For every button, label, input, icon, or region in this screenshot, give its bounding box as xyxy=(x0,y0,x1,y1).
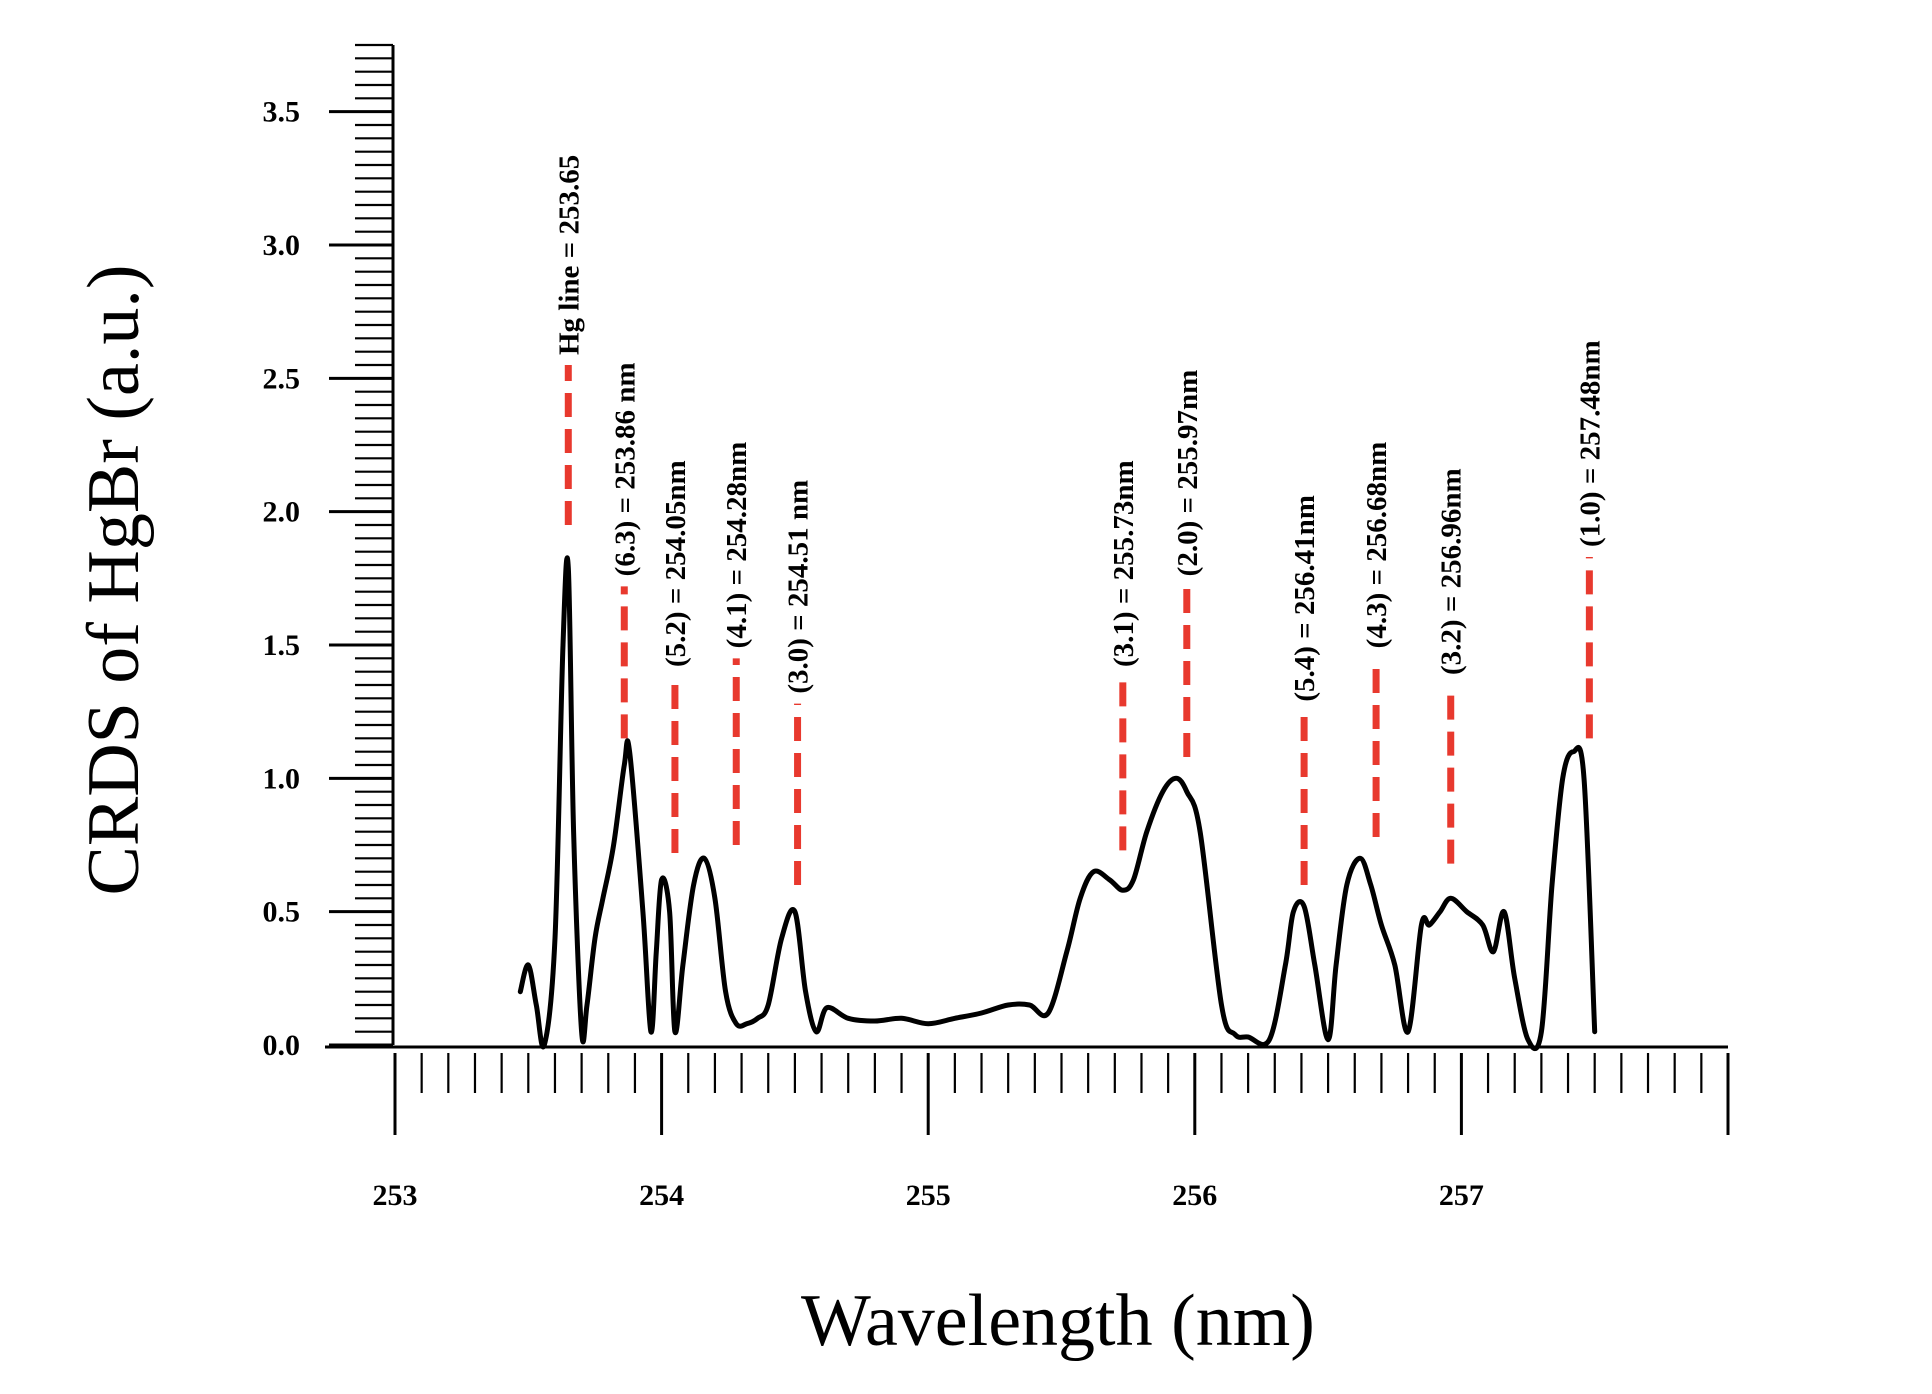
peak-label: (4.1) = 254.28nm xyxy=(721,442,753,649)
peak-label: (5.4) = 256.41nm xyxy=(1289,495,1321,702)
peak-label: (3.1) = 255.73nm xyxy=(1108,460,1140,667)
peak-markers xyxy=(564,365,1593,885)
y-tick-label: 3.5 xyxy=(263,96,301,129)
peak-label: (2.0) = 255.97nm xyxy=(1172,370,1204,577)
series-line xyxy=(517,555,1598,1052)
peak-label: (5.2) = 254.05nm xyxy=(660,460,692,667)
y-tick-label: 2.0 xyxy=(263,496,301,529)
peak-label: (3.0) = 254.51 nm xyxy=(783,480,815,694)
y-tick-label: 1.0 xyxy=(263,762,301,795)
peak-label: (4.3) = 256.68nm xyxy=(1361,442,1393,649)
series-group xyxy=(517,555,1598,1052)
y-tick-label: 3.0 xyxy=(263,229,301,262)
x-tick-label: 257 xyxy=(1439,1179,1484,1212)
y-axis-title: CRDS of HgBr (a.u.) xyxy=(73,264,155,895)
y-axis: 0.0 0.5 1.0 1.5 2.0 2.5 3.0 3.5 xyxy=(263,43,395,1062)
x-axis: 253 254 255 256 257 xyxy=(325,1045,1730,1212)
peak-label: Hg line = 253.65 xyxy=(553,155,585,355)
peak-label: (1.0) = 257.48nm xyxy=(1574,340,1606,547)
y-tick-label: 0.5 xyxy=(263,896,301,929)
peak-label: (3.2) = 256.96nm xyxy=(1436,468,1468,675)
x-tick-label: 255 xyxy=(906,1179,951,1212)
y-tick-label: 0.0 xyxy=(263,1029,301,1062)
x-tick-label: 254 xyxy=(639,1179,684,1212)
y-tick-label: 1.5 xyxy=(263,629,301,662)
peak-label: (6.3) = 253.86 nm xyxy=(609,362,641,576)
x-axis-title: Wavelength (nm) xyxy=(801,1280,1315,1362)
x-tick-label: 256 xyxy=(1172,1179,1217,1212)
peak-annotations: Hg line = 253.65 (6.3) = 253.86 nm (5.2) =… xyxy=(553,155,1606,702)
x-tick-label: 253 xyxy=(373,1179,418,1212)
y-tick-label: 2.5 xyxy=(263,362,301,395)
